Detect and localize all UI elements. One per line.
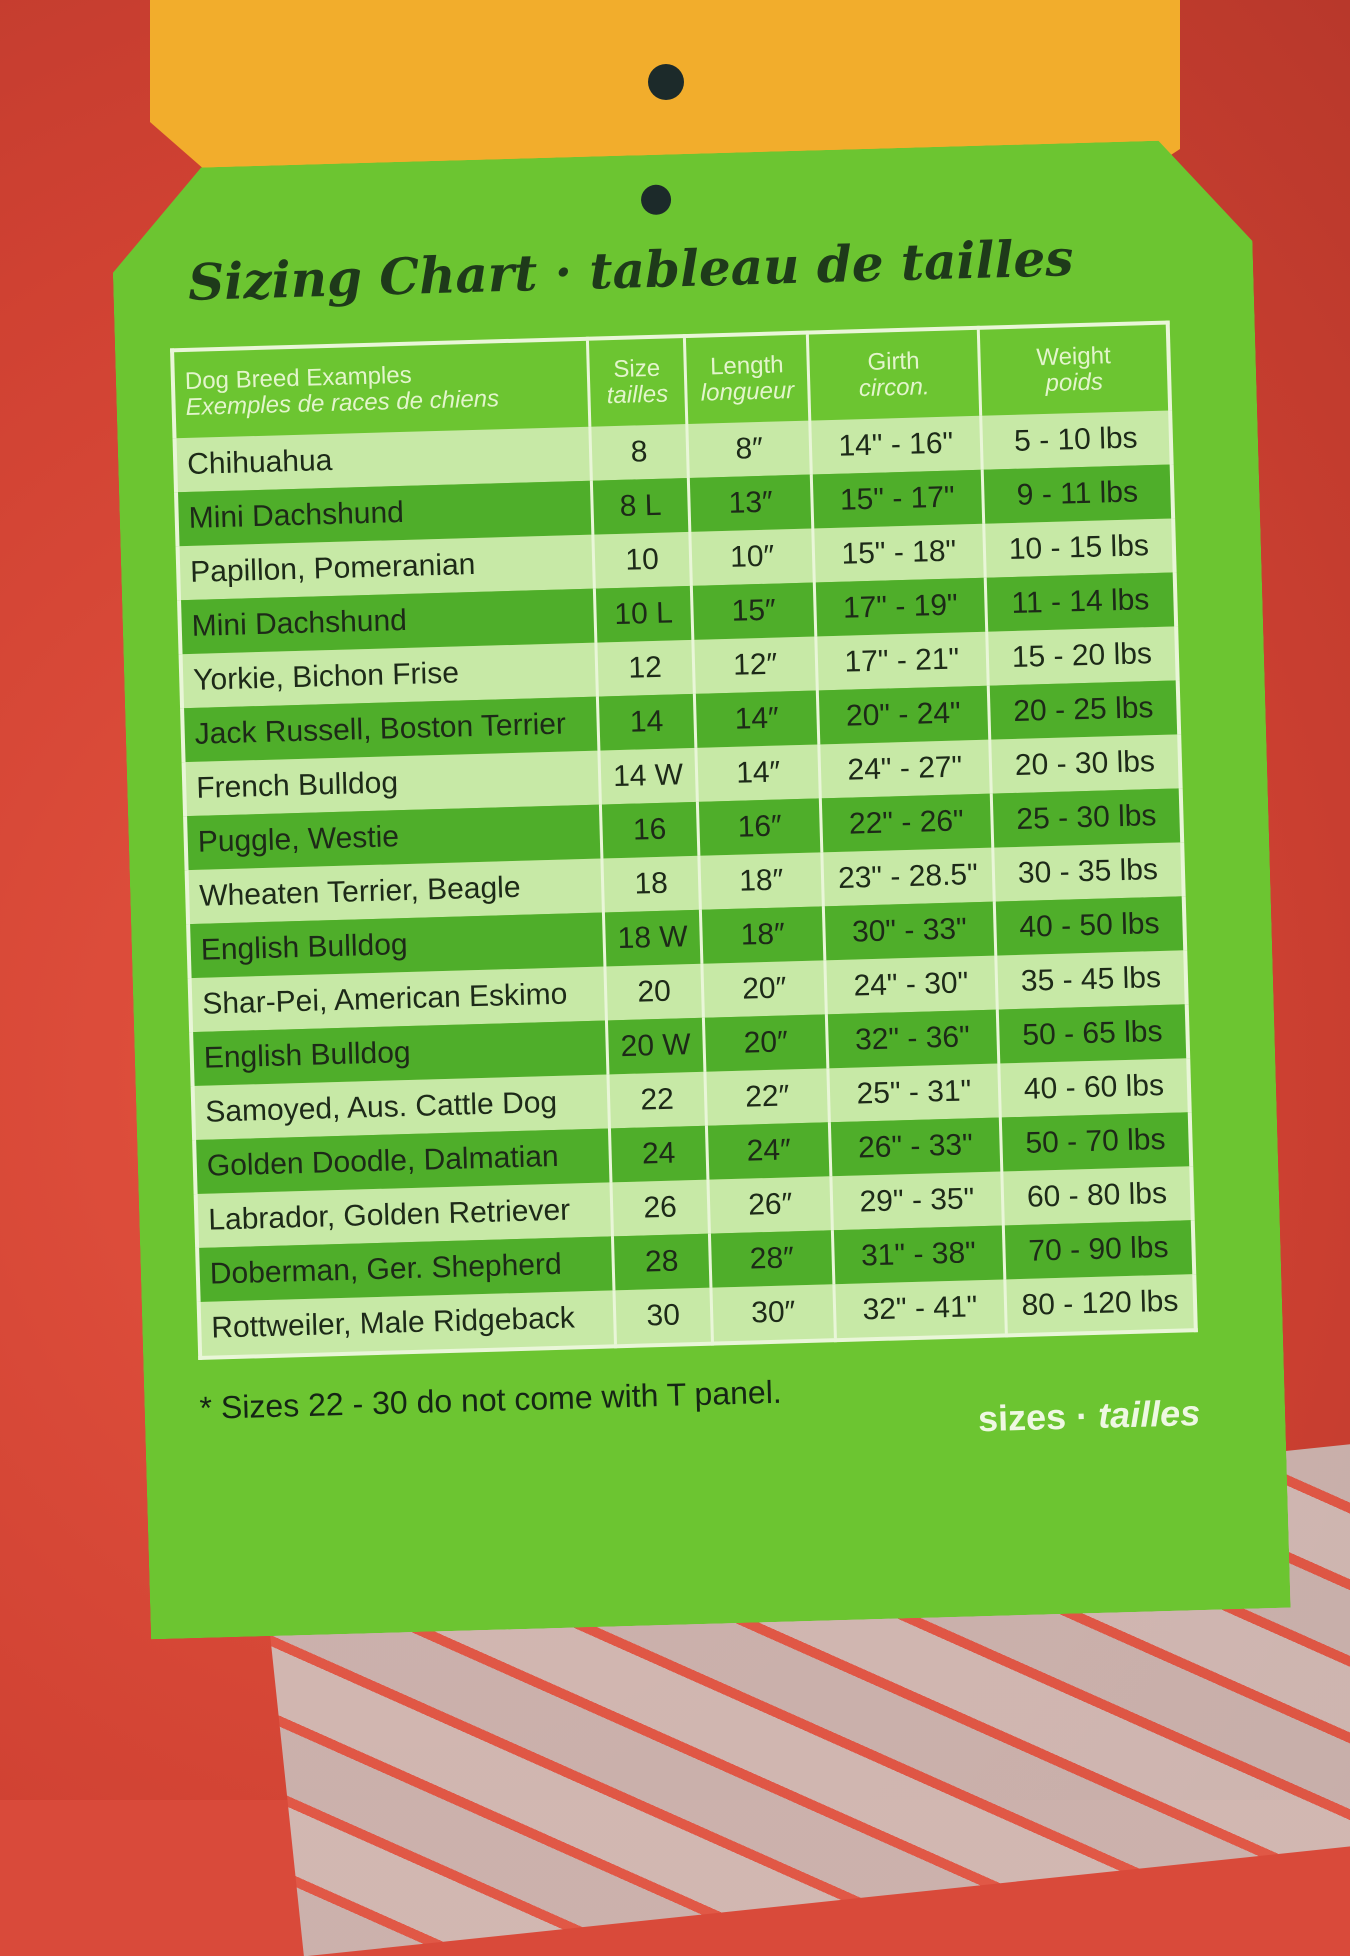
cell-weight: 25 - 30 lbs bbox=[991, 788, 1182, 847]
cell-breed: Rottweiler, Male Ridgeback bbox=[199, 1290, 615, 1358]
cell-girth: 29" - 35" bbox=[831, 1171, 1004, 1230]
sizing-chart-tag: Sizing Chart · tableau de tailles Dog Br… bbox=[110, 138, 1291, 1639]
cell-weight: 80 - 120 lbs bbox=[1005, 1274, 1196, 1335]
cell-girth: 26" - 33" bbox=[829, 1118, 1002, 1177]
tag-hole bbox=[648, 64, 684, 100]
cell-girth: 25" - 31" bbox=[828, 1064, 1001, 1123]
cell-girth: 14" - 16" bbox=[810, 416, 983, 475]
sizes-sep: · bbox=[1065, 1394, 1099, 1437]
cell-weight: 11 - 14 lbs bbox=[985, 572, 1176, 631]
cell-girth: 32" - 41" bbox=[834, 1279, 1007, 1340]
header-breed: Dog Breed Examples Exemples de races de c… bbox=[172, 339, 589, 439]
cell-length: 22″ bbox=[705, 1068, 829, 1125]
cell-length: 24″ bbox=[707, 1122, 831, 1179]
footnote: * Sizes 22 - 30 do not come with T panel… bbox=[199, 1373, 783, 1426]
cell-weight: 50 - 65 lbs bbox=[997, 1004, 1188, 1063]
cell-weight: 10 - 15 lbs bbox=[984, 518, 1175, 577]
cell-size: 12 bbox=[595, 640, 694, 697]
cell-size: 10 bbox=[592, 532, 691, 589]
cell-size: 8 L bbox=[591, 478, 690, 535]
cell-size: 14 W bbox=[598, 748, 697, 805]
tag-footer: * Sizes 22 - 30 do not come with T panel… bbox=[199, 1362, 1201, 1462]
cell-weight: 5 - 10 lbs bbox=[981, 410, 1172, 469]
cell-size: 14 bbox=[597, 694, 696, 751]
cell-girth: 24" - 27" bbox=[819, 740, 992, 799]
cell-girth: 23" - 28.5" bbox=[822, 848, 995, 907]
cell-length: 20″ bbox=[704, 1014, 828, 1071]
header-size: Size tailles bbox=[587, 336, 687, 427]
cell-length: 20″ bbox=[702, 960, 826, 1017]
cell-size: 24 bbox=[609, 1126, 708, 1183]
sizing-table: Dog Breed Examples Exemples de races de c… bbox=[170, 320, 1198, 1360]
cell-length: 15″ bbox=[692, 583, 816, 640]
cell-size: 22 bbox=[608, 1072, 707, 1129]
cell-size: 30 bbox=[614, 1288, 713, 1347]
cell-length: 18″ bbox=[699, 852, 823, 909]
cell-girth: 15" - 17" bbox=[811, 470, 984, 529]
table-container: Dog Breed Examples Exemples de races de c… bbox=[170, 320, 1228, 1360]
cell-size: 8 bbox=[589, 424, 688, 481]
cell-size: 10 L bbox=[594, 586, 693, 643]
header-length: Length longueur bbox=[685, 333, 810, 424]
cell-weight: 35 - 45 lbs bbox=[996, 950, 1187, 1009]
cell-weight: 15 - 20 lbs bbox=[987, 626, 1178, 685]
cell-girth: 30" - 33" bbox=[823, 902, 996, 961]
header-girth: Girth circon. bbox=[807, 328, 980, 421]
cell-girth: 22" - 26" bbox=[820, 794, 993, 853]
cell-length: 28″ bbox=[710, 1230, 834, 1287]
cell-girth: 17" - 21" bbox=[816, 632, 989, 691]
cell-weight: 20 - 30 lbs bbox=[990, 734, 1181, 793]
header-fr: longueur bbox=[700, 376, 795, 407]
cell-size: 28 bbox=[612, 1234, 711, 1291]
cell-girth: 31" - 38" bbox=[832, 1225, 1005, 1284]
tag-hole bbox=[641, 184, 672, 215]
cell-girth: 17" - 19" bbox=[814, 578, 987, 637]
cell-girth: 32" - 36" bbox=[826, 1010, 999, 1069]
cell-length: 26″ bbox=[708, 1176, 832, 1233]
cell-weight: 60 - 80 lbs bbox=[1002, 1166, 1193, 1225]
cell-length: 14″ bbox=[696, 744, 820, 801]
cell-size: 26 bbox=[611, 1180, 710, 1237]
cell-weight: 20 - 25 lbs bbox=[988, 680, 1179, 739]
header-fr: circon. bbox=[858, 373, 930, 403]
cell-length: 8″ bbox=[687, 421, 811, 478]
header-fr: tailles bbox=[606, 380, 669, 410]
cell-length: 16″ bbox=[698, 798, 822, 855]
cell-size: 20 W bbox=[606, 1018, 705, 1075]
cell-size: 18 W bbox=[603, 910, 702, 967]
cell-girth: 24" - 30" bbox=[825, 956, 998, 1015]
cell-weight: 30 - 35 lbs bbox=[993, 842, 1184, 901]
cell-length: 30″ bbox=[711, 1284, 835, 1343]
cell-length: 18″ bbox=[701, 906, 825, 963]
chart-title: Sizing Chart · tableau de tailles bbox=[187, 228, 1075, 312]
sizes-label: sizes · tailles bbox=[977, 1392, 1200, 1440]
sizes-fr: tailles bbox=[1097, 1392, 1201, 1436]
cell-weight: 50 - 70 lbs bbox=[1000, 1112, 1191, 1171]
cell-length: 10″ bbox=[690, 529, 814, 586]
header-en: Size bbox=[613, 354, 661, 384]
cell-size: 16 bbox=[600, 802, 699, 859]
cell-length: 14″ bbox=[695, 690, 819, 747]
cell-girth: 20" - 24" bbox=[817, 686, 990, 745]
cell-weight: 40 - 60 lbs bbox=[999, 1058, 1190, 1117]
cell-weight: 9 - 11 lbs bbox=[982, 464, 1173, 523]
cell-size: 20 bbox=[605, 964, 704, 1021]
cell-weight: 40 - 50 lbs bbox=[994, 896, 1185, 955]
header-weight: Weight poids bbox=[978, 323, 1170, 416]
cell-length: 13″ bbox=[689, 475, 813, 532]
cell-length: 12″ bbox=[693, 636, 817, 693]
cell-girth: 15" - 18" bbox=[813, 524, 986, 583]
cell-weight: 70 - 90 lbs bbox=[1003, 1220, 1194, 1279]
sizes-en: sizes bbox=[977, 1395, 1067, 1440]
cell-size: 18 bbox=[601, 856, 700, 913]
header-fr: poids bbox=[1045, 368, 1104, 397]
